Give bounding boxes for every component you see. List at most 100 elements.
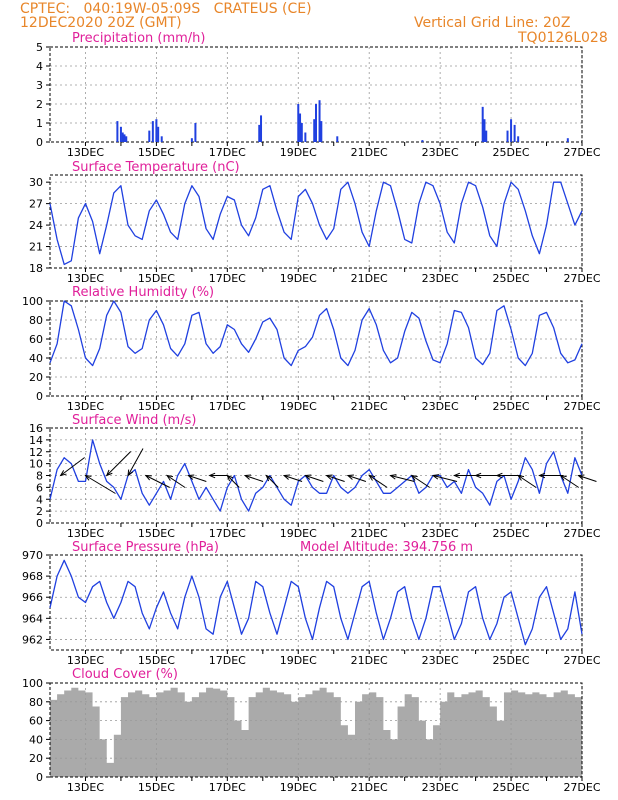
panel5-xtick-label: 15DEC	[138, 654, 175, 667]
panel4-ytick-label: 14	[29, 434, 43, 447]
panel5-frame	[49, 554, 583, 651]
panel4-wind-arrow-head	[243, 474, 252, 480]
panel3-ytick-label: 0	[36, 390, 43, 403]
panel2-xtick-label: 15DEC	[138, 272, 175, 285]
panel4-wind-arrow-head	[538, 472, 546, 479]
header-code: TQ0126L028	[518, 30, 608, 46]
panel6-ytick-label: 100	[22, 677, 43, 690]
panel4-wind-arrow-head	[127, 469, 134, 477]
panel5-ytick-label: 970	[22, 549, 43, 562]
panel3-ytick-label: 40	[29, 352, 43, 365]
panel1-xtick-label: 21DEC	[351, 146, 388, 159]
panel6-ytick-label: 40	[29, 733, 43, 746]
panel1-ytick-label: 5	[36, 41, 43, 54]
panel2-xtick-label: 19DEC	[280, 272, 317, 285]
panel6-xtick-label: 17DEC	[209, 781, 246, 794]
panel4-wind-arrow-head	[282, 474, 291, 480]
panel4-xtick-label: 15DEC	[138, 527, 175, 540]
panel4-wind-arrow-head	[495, 472, 503, 479]
panel2-series-line	[49, 181, 583, 266]
panel5-ytick-label: 962	[22, 633, 43, 646]
panel5-xtick-label: 23DEC	[422, 654, 459, 667]
panel6-ytick-label: 0	[36, 771, 43, 784]
panel3-xtick-label: 17DEC	[209, 400, 246, 413]
panel5-xtick-label: 25DEC	[493, 654, 530, 667]
panel4-ytick-label: 4	[36, 493, 43, 506]
panel2-ytick-label: 27	[29, 198, 43, 211]
panel6-title: Cloud Cover (%)	[72, 667, 178, 682]
panel4-wind-arrow-head	[59, 470, 67, 477]
panel4-wind-arrow	[368, 475, 388, 488]
panel5-ytick-label: 966	[22, 591, 43, 604]
panel4-ytick-label: 12	[29, 446, 43, 459]
panel5-annotation: Model Altitude: 394.756 m	[300, 540, 473, 555]
panel4-wind-arrow	[578, 475, 597, 482]
panel4-wind-arrow-head	[187, 474, 195, 480]
panel3-xtick-label: 15DEC	[138, 400, 175, 413]
panel4-ytick-label: 0	[36, 517, 43, 530]
panel4-wind-arrow-head	[410, 474, 418, 481]
panel1-xtick-label: 15DEC	[138, 146, 175, 159]
panel2-xtick-label: 27DEC	[563, 272, 600, 285]
panel4-wind-arrow	[85, 475, 116, 494]
panel4-wind-arrow	[411, 475, 431, 488]
panel4-wind-arrow-head	[346, 474, 354, 480]
panel4-wind-arrow-head	[368, 474, 376, 481]
panel4-wind-arrow-head	[431, 474, 440, 480]
panel1-xtick-label: 13DEC	[67, 146, 104, 159]
panel3-ytick-label: 20	[29, 371, 43, 384]
panel6-ytick-label: 60	[29, 715, 43, 728]
panel3-xtick-label: 23DEC	[422, 400, 459, 413]
panel3-ytick-label: 80	[29, 314, 43, 327]
panel4-wind-arrow-head	[559, 474, 567, 481]
panel4-series-line	[49, 439, 583, 512]
panel4-wind-arrow-head	[453, 472, 461, 479]
panel3-ytick-label: 60	[29, 333, 43, 346]
panel4-wind-arrow-head	[208, 472, 216, 479]
panel4-wind-arrow-head	[389, 474, 397, 480]
panel4-xtick-label: 25DEC	[493, 527, 530, 540]
header-station-line: CPTEC: 040:19W-05:09S CRATEUS (CE)	[20, 1, 312, 17]
header-datetime-line: 12DEC2020 20Z (GMT)	[20, 15, 182, 31]
panel4-xtick-label: 13DEC	[67, 527, 104, 540]
panel4-wind-arrow	[347, 475, 367, 482]
panel4-wind-arrow-head	[577, 474, 585, 480]
panel4-ytick-label: 8	[36, 470, 43, 483]
panel4-xtick-label: 17DEC	[209, 527, 246, 540]
panel4-xtick-label: 21DEC	[351, 527, 388, 540]
panel4-xtick-label: 23DEC	[422, 527, 459, 540]
panel6-xtick-label: 23DEC	[422, 781, 459, 794]
panel6-xtick-label: 13DEC	[67, 781, 104, 794]
panel6-ytick-label: 80	[29, 696, 43, 709]
panel4-wind-arrow	[265, 475, 279, 488]
panel5-xtick-label: 17DEC	[209, 654, 246, 667]
panel2-xtick-label: 23DEC	[422, 272, 459, 285]
panel1-xtick-label: 25DEC	[493, 146, 530, 159]
panel4-wind-arrow	[226, 475, 240, 488]
panel4-wind-arrow	[166, 475, 186, 488]
panel1-xtick-label: 27DEC	[563, 146, 600, 159]
panel4-wind-arrow-head	[144, 474, 152, 481]
panel2-ytick-label: 21	[29, 241, 43, 254]
panel4-ytick-label: 16	[29, 422, 43, 435]
panel4-xtick-label: 27DEC	[563, 527, 600, 540]
panel1-title: Precipitation (mm/h)	[72, 31, 205, 46]
panel3-xtick-label: 13DEC	[67, 400, 104, 413]
panel4-wind-arrow-head	[84, 474, 92, 481]
panel5-ytick-label: 964	[22, 612, 43, 625]
panel4-wind-arrow	[60, 457, 85, 476]
panel2-ytick-label: 30	[29, 176, 43, 189]
panel6-xtick-label: 25DEC	[493, 781, 530, 794]
panel3-xtick-label: 19DEC	[280, 400, 317, 413]
panel1-ytick-label: 4	[36, 60, 43, 73]
panel1-ytick-label: 2	[36, 98, 43, 111]
panel1-xtick-label: 19DEC	[280, 146, 317, 159]
panel4-wind-arrow-head	[304, 474, 312, 480]
panel4-wind-arrow	[432, 475, 458, 482]
panel4-wind-arrow	[517, 475, 537, 488]
panel2-ytick-label: 24	[29, 219, 43, 232]
panel3-xtick-label: 21DEC	[351, 400, 388, 413]
panel6-xtick-label: 15DEC	[138, 781, 175, 794]
panel4-wind-arrow	[390, 475, 415, 482]
